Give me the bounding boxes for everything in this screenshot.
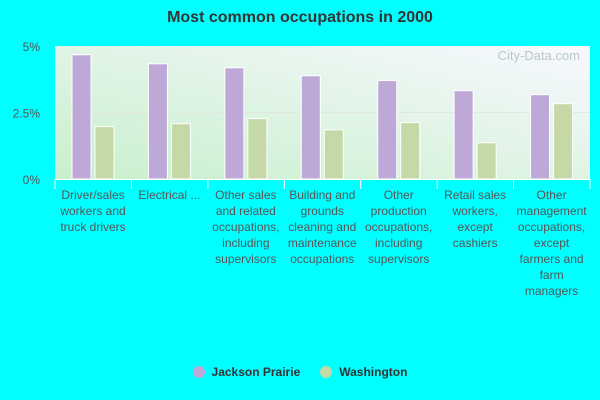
bar-jackson-prairie (147, 63, 168, 180)
bar-jackson-prairie (224, 67, 245, 180)
bar-jackson-prairie (453, 90, 474, 180)
bar-washington (94, 126, 115, 180)
bar-jackson-prairie (377, 80, 398, 180)
legend: Jackson Prairie Washington (0, 365, 600, 381)
x-tick-label: Driver/sales workers and truck drivers (60, 188, 126, 234)
bar-washington (247, 118, 268, 180)
x-tick-label: Other production occupations, including … (365, 188, 433, 266)
bar-washington (553, 103, 574, 180)
legend-swatch (192, 366, 205, 378)
x-tick-label: Electrical ... (138, 188, 201, 202)
bar-washington (400, 122, 421, 180)
legend-item: Washington (320, 365, 407, 379)
bar-washington (323, 129, 344, 180)
legend-label: Washington (339, 365, 408, 379)
bar-jackson-prairie (300, 75, 321, 180)
bar-washington (476, 142, 497, 180)
watermark: City-Data.com (498, 48, 580, 63)
y-tick-label: 5% (23, 40, 41, 54)
legend-label: Jackson Prairie (211, 365, 301, 379)
x-tick-label: Other sales and related occupations, inc… (212, 188, 280, 266)
bar-jackson-prairie (71, 54, 92, 180)
bar-washington (170, 123, 191, 180)
x-tick-label: Retail sales workers, except cashiers (444, 188, 507, 250)
y-tick-label: 0% (23, 173, 41, 187)
x-tick-label: Other management occupations, except far… (516, 188, 587, 298)
chart-title: Most common occupations in 2000 (167, 9, 433, 26)
x-tick-label: Building and grounds cleaning and mainte… (287, 188, 357, 266)
bar-jackson-prairie (530, 94, 551, 180)
legend-swatch (320, 366, 333, 378)
legend-item: Jackson Prairie (192, 365, 301, 379)
y-tick-label: 2.5% (13, 107, 41, 121)
